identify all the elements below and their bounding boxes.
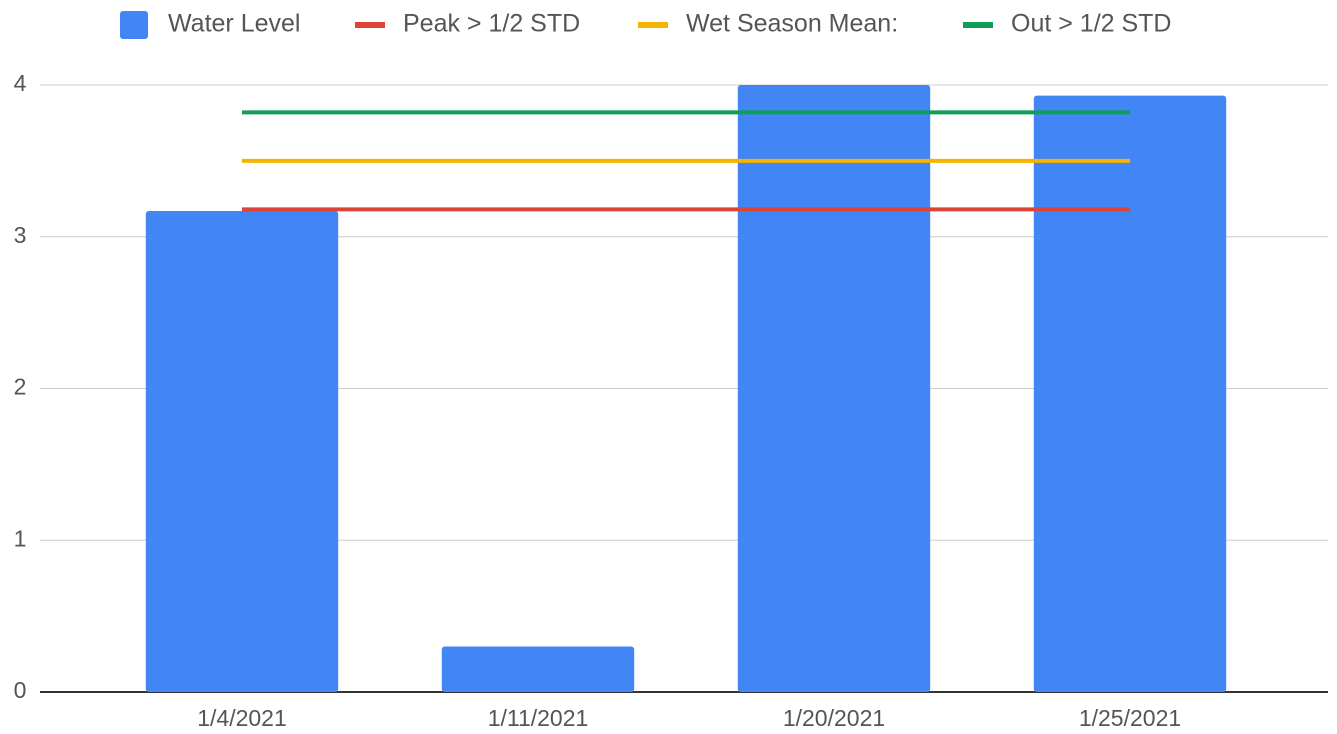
y-tick-label: 3 — [14, 222, 27, 248]
x-tick-label: 1/20/2021 — [783, 705, 885, 731]
bar — [737, 85, 931, 692]
x-tick-label: 1/4/2021 — [197, 705, 287, 731]
bar — [1033, 95, 1227, 692]
x-tick-label: 1/11/2021 — [488, 705, 589, 731]
y-tick-label: 1 — [14, 525, 27, 551]
y-tick-label: 2 — [14, 374, 27, 400]
x-tick-label: 1/25/2021 — [1079, 705, 1181, 731]
bar — [145, 210, 339, 692]
y-tick-label: 0 — [14, 677, 27, 703]
legend-label: Water Level — [168, 10, 300, 38]
bar — [441, 646, 635, 692]
legend-swatch — [963, 22, 993, 28]
y-tick-label: 4 — [14, 70, 27, 96]
legend-label: Peak > 1/2 STD — [403, 10, 580, 38]
legend-label: Wet Season Mean: — [686, 10, 898, 38]
legend-swatch — [355, 22, 385, 28]
legend-swatch — [638, 22, 668, 28]
legend-swatch — [120, 11, 148, 39]
legend-label: Out > 1/2 STD — [1011, 10, 1172, 38]
